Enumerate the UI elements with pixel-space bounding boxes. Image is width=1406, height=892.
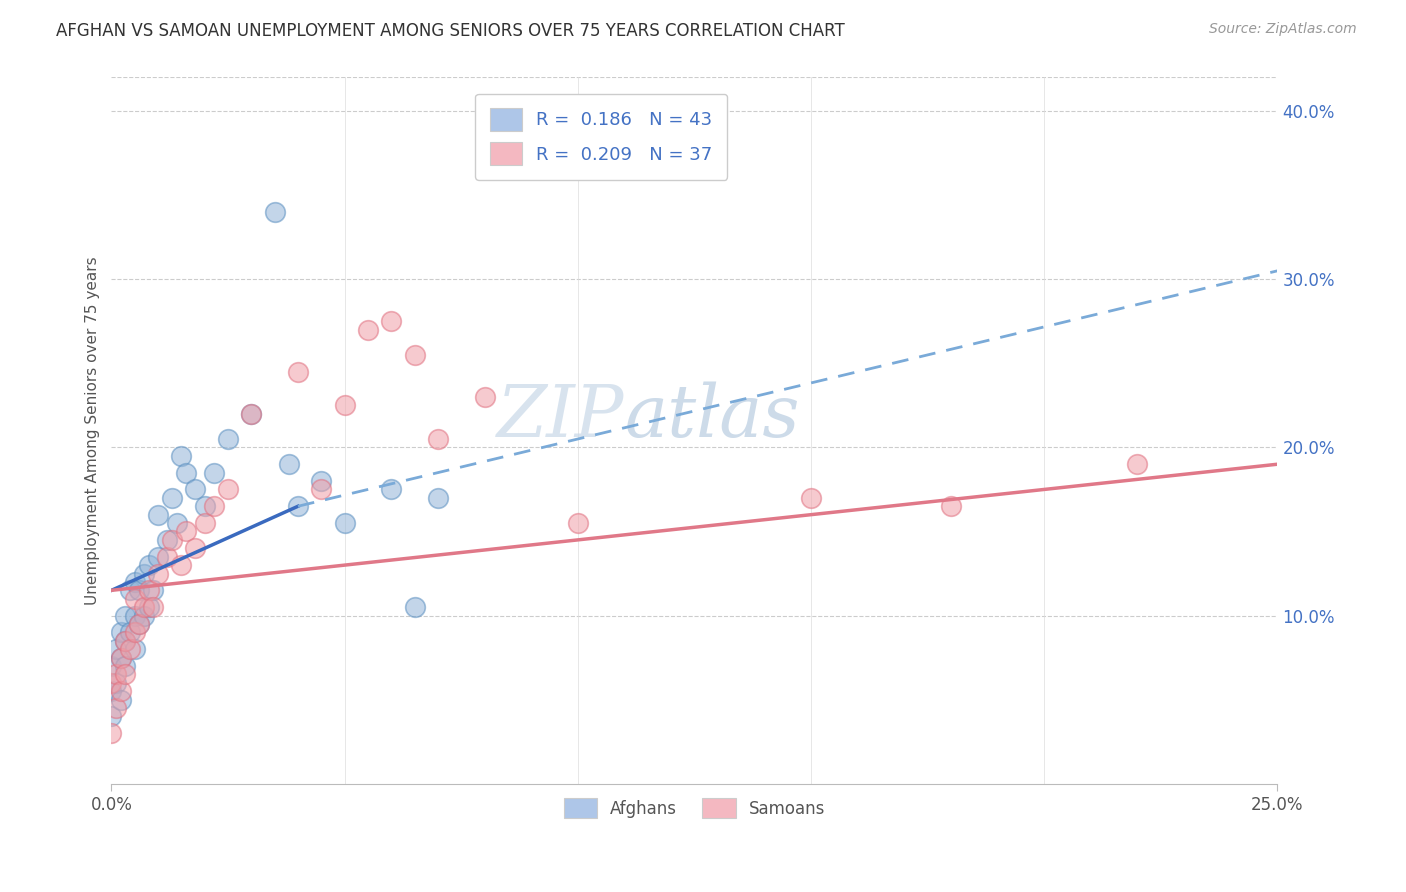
Point xyxy=(100,684,122,698)
Point xyxy=(311,474,333,488)
Point xyxy=(110,684,132,698)
Text: Source: ZipAtlas.com: Source: ZipAtlas.com xyxy=(1209,22,1357,37)
Point xyxy=(567,516,589,530)
Point xyxy=(105,701,128,715)
Point xyxy=(124,608,146,623)
Point xyxy=(277,457,299,471)
Point xyxy=(194,500,217,514)
Point xyxy=(333,398,356,412)
Point xyxy=(114,659,136,673)
Point xyxy=(114,667,136,681)
Point xyxy=(138,558,160,573)
Point xyxy=(110,625,132,640)
Point xyxy=(311,483,333,497)
Point xyxy=(156,533,179,547)
Point xyxy=(1126,457,1149,471)
Point xyxy=(124,625,146,640)
Point xyxy=(160,533,183,547)
Text: atlas: atlas xyxy=(624,381,800,451)
Point xyxy=(120,583,142,598)
Point xyxy=(114,633,136,648)
Point xyxy=(110,650,132,665)
Point xyxy=(110,650,132,665)
Point xyxy=(128,617,150,632)
Point xyxy=(138,600,160,615)
Point xyxy=(202,466,225,480)
Point xyxy=(100,676,122,690)
Point xyxy=(404,600,426,615)
Point xyxy=(217,432,239,446)
Point xyxy=(138,583,160,598)
Point xyxy=(184,483,207,497)
Point xyxy=(404,348,426,362)
Point xyxy=(939,500,962,514)
Point xyxy=(800,491,823,505)
Point xyxy=(105,642,128,657)
Text: AFGHAN VS SAMOAN UNEMPLOYMENT AMONG SENIORS OVER 75 YEARS CORRELATION CHART: AFGHAN VS SAMOAN UNEMPLOYMENT AMONG SENI… xyxy=(56,22,845,40)
Point xyxy=(146,549,169,564)
Point xyxy=(120,642,142,657)
Point xyxy=(132,566,155,581)
Point xyxy=(174,466,197,480)
Point xyxy=(100,659,122,673)
Point xyxy=(174,524,197,539)
Point xyxy=(100,726,122,740)
Point xyxy=(287,500,309,514)
Point xyxy=(170,558,193,573)
Point xyxy=(357,323,380,337)
Point xyxy=(146,566,169,581)
Point xyxy=(146,508,169,522)
Point xyxy=(114,633,136,648)
Point xyxy=(114,608,136,623)
Point xyxy=(194,516,217,530)
Legend: Afghans, Samoans: Afghans, Samoans xyxy=(557,791,832,825)
Text: ZIP: ZIP xyxy=(498,381,624,451)
Point xyxy=(128,617,150,632)
Point xyxy=(132,600,155,615)
Point xyxy=(160,491,183,505)
Point xyxy=(426,491,449,505)
Point xyxy=(170,449,193,463)
Point xyxy=(380,314,402,328)
Point xyxy=(184,541,207,556)
Point xyxy=(166,516,188,530)
Point xyxy=(202,500,225,514)
Point xyxy=(380,483,402,497)
Point xyxy=(217,483,239,497)
Point xyxy=(100,709,122,723)
Point xyxy=(142,583,165,598)
Y-axis label: Unemployment Among Seniors over 75 years: Unemployment Among Seniors over 75 years xyxy=(86,256,100,605)
Point xyxy=(142,600,165,615)
Point xyxy=(132,608,155,623)
Point xyxy=(333,516,356,530)
Point xyxy=(156,549,179,564)
Point xyxy=(124,642,146,657)
Point xyxy=(287,365,309,379)
Point xyxy=(474,390,496,404)
Point xyxy=(426,432,449,446)
Point xyxy=(105,667,128,681)
Point xyxy=(120,625,142,640)
Point xyxy=(124,574,146,589)
Point xyxy=(110,692,132,706)
Point xyxy=(128,583,150,598)
Point xyxy=(263,205,285,219)
Point xyxy=(240,407,263,421)
Point xyxy=(240,407,263,421)
Point xyxy=(124,591,146,606)
Point xyxy=(105,676,128,690)
